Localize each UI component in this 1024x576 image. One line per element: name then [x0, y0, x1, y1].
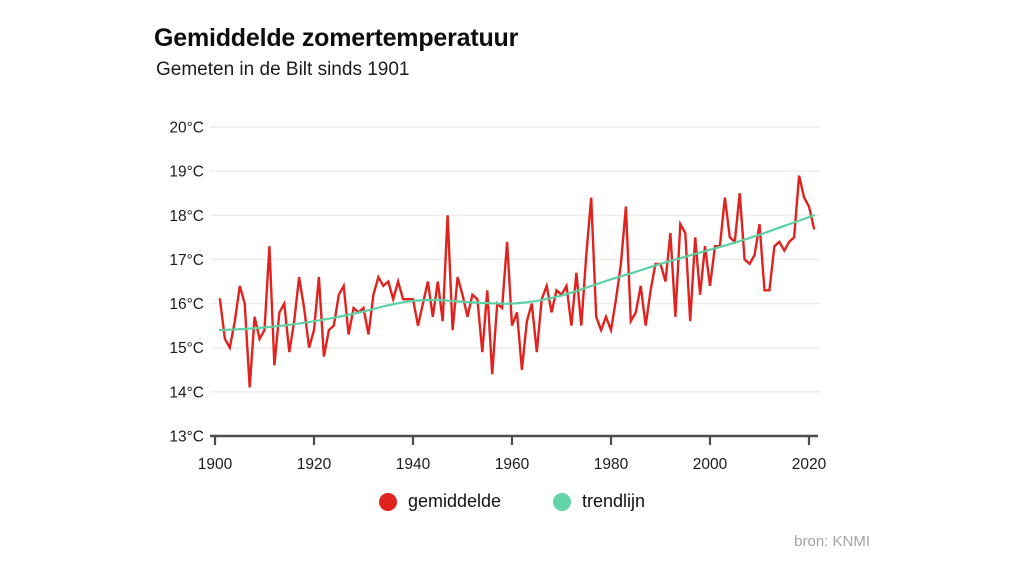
chart-subtitle: Gemeten in de Bilt sinds 1901: [156, 59, 410, 80]
source-credit: bron: KNMI: [794, 533, 870, 550]
y-tick-label: 15°C: [169, 340, 204, 357]
y-tick-label: 17°C: [169, 252, 204, 269]
y-tick-label: 14°C: [169, 384, 204, 401]
chart-title: Gemiddelde zomertemperatuur: [154, 24, 519, 52]
y-tick-label: 19°C: [169, 164, 204, 181]
x-tick-label: 1960: [495, 456, 530, 473]
x-tick-label: 1920: [297, 456, 332, 473]
x-tick-label: 2020: [792, 456, 827, 473]
legend-item-trendlijn: trendlijn: [553, 491, 645, 512]
x-tick-label: 1980: [594, 456, 629, 473]
trendlijn-legend-label: trendlijn: [582, 491, 646, 511]
x-tick-label: 2000: [693, 456, 728, 473]
gemiddelde-legend-label: gemiddelde: [407, 491, 502, 511]
y-tick-label: 18°C: [169, 208, 204, 225]
trendlijn-dot-icon: [553, 492, 572, 511]
trend-line: [218, 214, 816, 332]
chart-legend: gemiddelde trendlijn: [0, 491, 1024, 512]
x-tick-label: 1940: [396, 456, 431, 473]
y-tick-label: 16°C: [169, 296, 204, 313]
y-tick-label: 13°C: [169, 429, 204, 446]
legend-item-gemiddelde: gemiddelde: [378, 491, 502, 512]
gemiddelde-dot-icon: [378, 492, 397, 511]
y-tick-label: 20°C: [169, 120, 204, 137]
x-tick-label: 1900: [198, 456, 233, 473]
temperature-line: [218, 175, 816, 388]
